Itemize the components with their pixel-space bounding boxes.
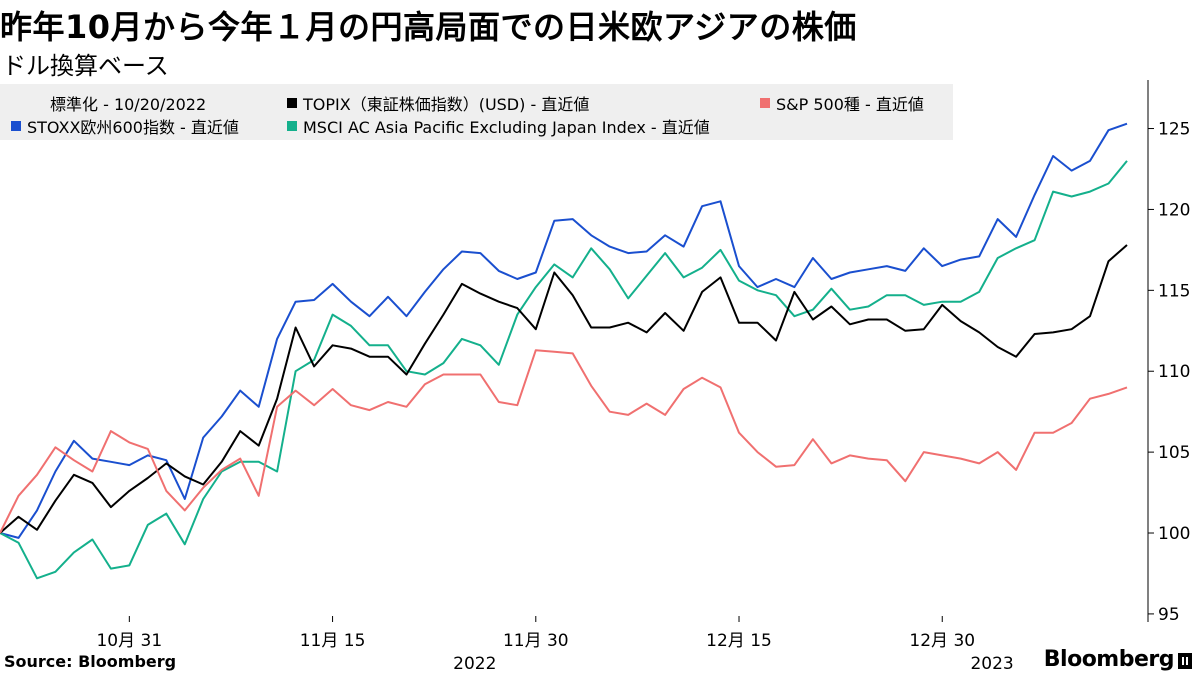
legend-label-stoxx600: STOXX欧州600指数 - 直近値 <box>27 118 239 137</box>
y-tick-label: 115 <box>1158 281 1190 301</box>
legend-swatch-stoxx600 <box>11 121 21 131</box>
series-line-2 <box>0 244 1128 534</box>
axis-layer: 95 100 105 110 115 120 125 10月 31 11月 15 11月 30 12… <box>96 80 1190 674</box>
x-tick-label: 10月 31 <box>96 631 162 651</box>
legend-item-topix: TOPIX（東証株価指数）(USD) - 直近値 <box>287 91 589 115</box>
y-tick-label: 110 <box>1158 362 1190 382</box>
legend: 標準化 - 10/20/2022 TOPIX（東証株価指数）(USD) - 直近… <box>0 84 953 140</box>
legend-label-sp500: S&P 500種 - 直近値 <box>776 95 924 114</box>
y-tick-label: 100 <box>1158 524 1190 544</box>
legend-swatch-topix <box>287 98 297 108</box>
brand-logo-text: Bloomberg <box>1043 647 1175 672</box>
y-tick-label: 95 <box>1158 605 1180 625</box>
legend-item-msci-apxj: MSCI AC Asia Pacific Excluding Japan Ind… <box>287 114 710 138</box>
x-tick-label: 12月 15 <box>706 631 772 651</box>
legend-swatch-msci-apxj <box>287 121 297 131</box>
chart-title: 昨年10月から今年１月の円高局面での日米欧アジアの株価 <box>0 8 857 46</box>
legend-swatch-sp500 <box>760 98 770 108</box>
x-year-label: 2022 <box>453 654 496 674</box>
legend-note-label: 標準化 - 10/20/2022 <box>50 95 207 114</box>
legend-normalization-note: 標準化 - 10/20/2022 <box>50 91 206 115</box>
y-tick-label: 120 <box>1158 200 1190 220</box>
bloomberg-icon <box>1178 653 1192 669</box>
y-tick-label: 125 <box>1158 120 1190 140</box>
source-note: Source: Bloomberg <box>4 652 177 671</box>
chart-subtitle: ドル換算ベース <box>2 52 169 80</box>
legend-label-topix: TOPIX（東証株価指数）(USD) - 直近値 <box>303 95 590 114</box>
legend-label-msci-apxj: MSCI AC Asia Pacific Excluding Japan Ind… <box>303 118 710 137</box>
x-year-label: 2023 <box>970 654 1013 674</box>
legend-item-sp500: S&P 500種 - 直近値 <box>760 91 924 115</box>
series-line-1 <box>0 160 1128 580</box>
x-tick-label: 11月 30 <box>503 631 569 651</box>
series-line-0 <box>0 122 1128 539</box>
y-tick-label: 105 <box>1158 443 1190 463</box>
series-line-3 <box>0 349 1128 534</box>
legend-item-stoxx600: STOXX欧州600指数 - 直近値 <box>11 114 239 138</box>
x-tick-label: 11月 15 <box>300 631 366 651</box>
series-layer <box>0 122 1128 580</box>
x-tick-label: 12月 30 <box>909 631 975 651</box>
